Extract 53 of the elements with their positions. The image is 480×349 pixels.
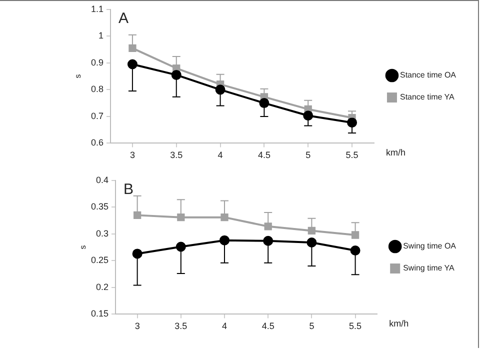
x-tick-label: 5 xyxy=(309,321,314,332)
point xyxy=(128,44,136,52)
x-tick-label: 5.5 xyxy=(349,321,362,332)
x-axis-title: km/h xyxy=(389,318,409,329)
y-tick-label: 0.3 xyxy=(96,228,109,238)
y-tick-label: 0.35 xyxy=(90,202,109,212)
y-tick-label: 0.6 xyxy=(90,138,104,148)
legend-label: Stance time YA xyxy=(400,92,456,102)
point xyxy=(177,214,185,222)
x-tick-label: 4.5 xyxy=(262,321,274,332)
point xyxy=(176,242,186,252)
y-tick-label: 0.7 xyxy=(90,110,104,121)
y-tick-label: 0.25 xyxy=(90,255,109,266)
annotation: A xyxy=(118,10,129,28)
point xyxy=(303,110,314,121)
point xyxy=(133,211,142,220)
point xyxy=(308,226,316,235)
x-tick-label: 3 xyxy=(134,321,140,332)
x-tick-label: 3.5 xyxy=(174,321,188,332)
x-tick-label: 4 xyxy=(218,150,223,160)
point xyxy=(306,237,317,248)
y-tick-label: 0.2 xyxy=(96,282,109,292)
y-tick-label: 0.9 xyxy=(90,57,104,68)
annotation: B xyxy=(124,181,134,198)
legend-label: Swing time OA xyxy=(403,242,457,251)
y-axis-title: s xyxy=(74,74,83,78)
point xyxy=(263,236,274,246)
legend-label: Swing time YA xyxy=(403,264,456,273)
point xyxy=(264,222,272,230)
point xyxy=(350,246,360,256)
x-tick-label: 3.5 xyxy=(170,150,183,160)
point xyxy=(171,70,182,80)
point xyxy=(347,118,358,128)
x-tick-label: 3 xyxy=(130,150,135,160)
x-tick-label: 4.5 xyxy=(258,150,270,160)
y-tick-label: 1.1 xyxy=(90,4,104,14)
point xyxy=(220,214,228,222)
x-tick-label: 5.5 xyxy=(346,150,358,160)
y-tick-label: 1 xyxy=(98,30,104,41)
x-tick-label: 5 xyxy=(306,150,311,160)
y-tick-label: 0.4 xyxy=(96,174,109,185)
x-axis-title: km/h xyxy=(386,148,406,158)
x-tick-label: 4 xyxy=(222,321,228,332)
y-axis-title: s xyxy=(78,245,88,250)
point xyxy=(132,248,142,259)
point xyxy=(351,231,360,239)
y-tick-label: 0.15 xyxy=(90,308,109,319)
point xyxy=(259,98,270,108)
point xyxy=(127,59,138,70)
y-tick-label: 0.8 xyxy=(90,84,104,94)
legend-label: Stance time OA xyxy=(400,70,457,80)
point xyxy=(215,84,226,95)
point xyxy=(220,235,230,246)
